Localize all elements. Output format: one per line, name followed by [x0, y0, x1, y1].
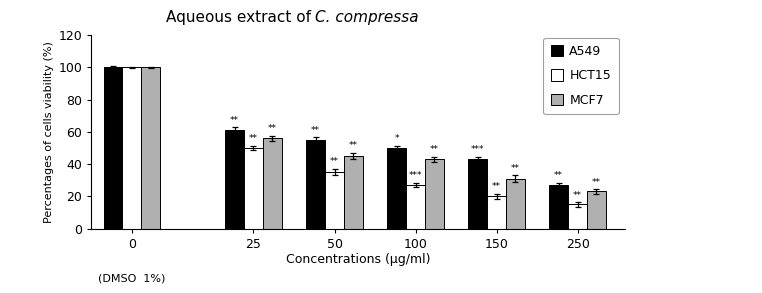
X-axis label: Concentrations (μg/ml): Concentrations (μg/ml)	[286, 253, 431, 266]
Text: C. compressa: C. compressa	[315, 11, 419, 25]
Text: **: **	[554, 171, 563, 180]
Text: **: **	[573, 190, 582, 200]
Text: ***: ***	[471, 145, 485, 154]
Text: **: **	[592, 178, 601, 187]
Bar	[344, 156, 363, 229]
Bar	[225, 130, 244, 229]
Bar	[468, 159, 487, 229]
Bar	[568, 205, 587, 229]
Bar	[487, 196, 506, 229]
Text: **: **	[349, 142, 358, 150]
Bar	[244, 148, 263, 229]
Text: (DMSO  1%): (DMSO 1%)	[98, 274, 165, 284]
Bar	[506, 179, 525, 229]
Text: **: **	[492, 183, 501, 192]
Text: **: **	[430, 145, 439, 154]
Text: Aqueous extract of: Aqueous extract of	[165, 11, 315, 25]
Text: **: **	[311, 126, 320, 135]
Bar	[263, 138, 282, 229]
Text: ***: ***	[408, 171, 422, 180]
Bar	[587, 192, 606, 229]
Bar	[104, 67, 123, 229]
Bar	[142, 67, 160, 229]
Bar	[325, 172, 344, 229]
Text: **: **	[268, 125, 277, 134]
Bar	[406, 185, 425, 229]
Text: **: **	[230, 116, 239, 125]
Bar	[549, 185, 568, 229]
Legend: A549, HCT15, MCF7: A549, HCT15, MCF7	[543, 38, 619, 114]
Bar	[123, 67, 142, 229]
Bar	[387, 148, 406, 229]
Bar	[306, 140, 325, 229]
Bar	[425, 159, 444, 229]
Y-axis label: Percentages of cells viability (%): Percentages of cells viability (%)	[44, 41, 54, 223]
Text: **: **	[330, 158, 339, 166]
Text: **: **	[511, 164, 520, 173]
Text: *: *	[395, 134, 399, 143]
Text: **: **	[249, 134, 258, 143]
